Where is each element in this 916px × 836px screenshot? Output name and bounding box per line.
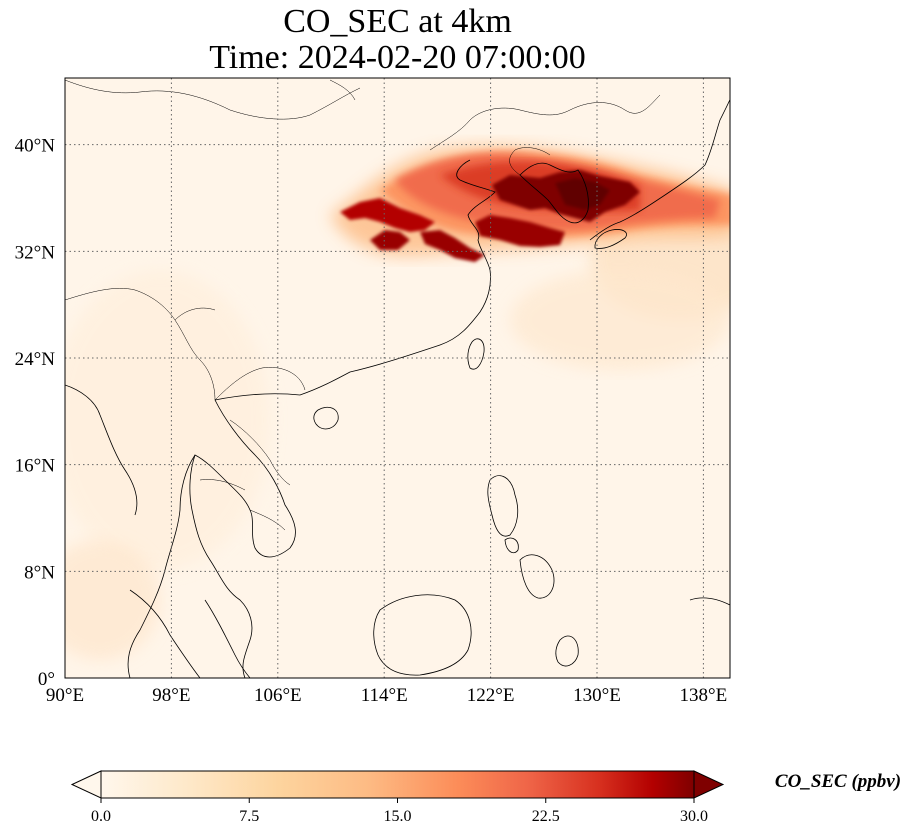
colorbar-extend-max [693, 770, 725, 799]
latitude-tick-label: 0° [38, 669, 55, 690]
map-subtitle: Time: 2024-02-20 07:00:00 [209, 39, 586, 76]
colorbar-tick-label: 22.5 [532, 808, 560, 825]
latitude-tick-label: 24°N [15, 349, 56, 370]
latitude-tick-labels: 0° 8°N 16°N 24°N 32°N 40°N [15, 136, 56, 690]
colorbar-tick-label: 15.0 [384, 808, 412, 825]
colorbar-label: CO_SEC (ppbv) [775, 771, 901, 792]
latitude-tick-label: 8°N [24, 562, 55, 583]
colorbar-tick-label: 7.5 [239, 808, 259, 825]
map-panel [65, 78, 730, 678]
latitude-tick-label: 32°N [15, 242, 56, 263]
colorbar-tick-label: 30.0 [680, 808, 708, 825]
colorbar-gradient [101, 771, 694, 798]
latitude-tick-label: 16°N [15, 456, 56, 477]
colorbar: 0.0 7.5 15.0 22.5 30.0 CO_SEC (ppbv) [70, 770, 901, 825]
colorbar-tick-label: 0.0 [91, 808, 111, 825]
longitude-tick-label: 90°E [46, 685, 84, 706]
map-frame [64, 77, 731, 679]
longitude-tick-label: 106°E [254, 685, 302, 706]
co-core [340, 170, 640, 262]
coastlines [65, 79, 730, 678]
longitude-tick-label: 130°E [573, 685, 621, 706]
colorbar-extend-min [70, 770, 102, 799]
longitude-tick-label: 114°E [361, 685, 408, 706]
latitude-tick-label: 40°N [15, 136, 56, 157]
longitude-tick-label: 122°E [467, 685, 515, 706]
longitude-tick-labels: 90°E 98°E 106°E 114°E 122°E 130°E 138°E [46, 685, 727, 706]
gridlines [65, 78, 730, 678]
longitude-tick-label: 98°E [152, 685, 190, 706]
map-title: CO_SEC at 4km [283, 3, 512, 40]
longitude-tick-label: 138°E [680, 685, 728, 706]
colorbar-ticks: 0.0 7.5 15.0 22.5 30.0 [91, 798, 708, 825]
